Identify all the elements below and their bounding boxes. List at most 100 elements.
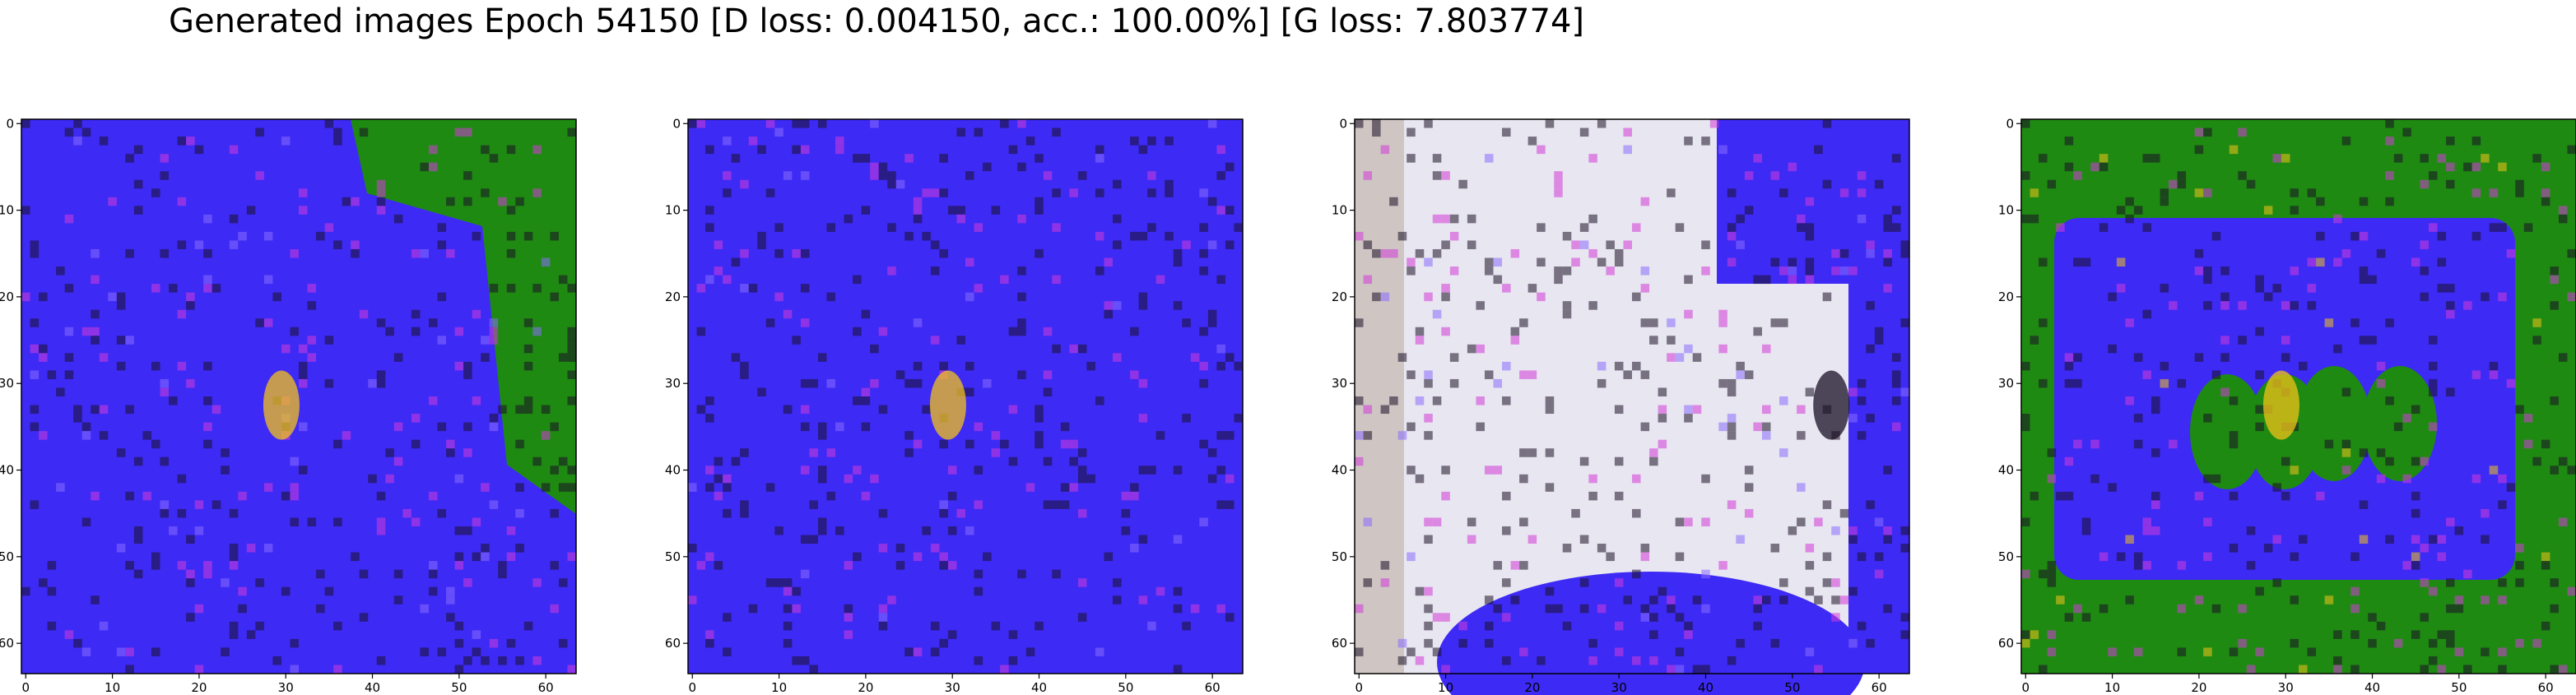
noise-pixel [1640,318,1650,327]
noise-pixel [1355,431,1364,440]
generated-image-4-pixels [2021,119,2576,674]
noise-pixel [99,621,109,631]
noise-pixel [307,353,317,362]
noise-pixel [1709,119,1719,128]
noise-pixel [748,284,758,293]
noise-pixel [861,154,871,163]
noise-pixel [1476,301,1485,310]
noise-pixel [705,206,714,215]
noise-pixel [922,188,931,197]
noise-pixel [567,396,576,405]
noise-pixel [731,456,741,466]
highlight-spot [929,370,966,440]
noise-pixel [550,561,559,570]
noise-pixel [826,223,836,232]
noise-pixel [2333,630,2342,639]
noise-pixel [2142,223,2151,232]
noise-pixel [558,578,568,587]
noise-pixel [1432,613,1442,622]
noise-pixel [757,240,766,249]
noise-pixel [1545,604,1555,614]
noise-pixel [515,405,524,415]
noise-pixel [489,422,499,432]
noise-pixel [2446,179,2455,189]
noise-pixel [2021,517,2030,526]
noise-pixel [731,257,741,267]
noise-pixel [91,248,100,258]
noise-pixel [489,284,499,293]
x-tick-label: 20 [2191,680,2206,695]
noise-pixel [800,422,810,432]
noise-pixel [2125,197,2134,206]
noise-pixel [2263,206,2273,215]
noise-pixel [1822,578,1832,587]
noise-pixel [1476,344,1485,354]
noise-pixel [1562,621,1572,631]
noise-pixel [333,517,342,526]
noise-pixel [2272,483,2281,492]
noise-pixel [1035,206,1044,215]
noise-pixel [1493,378,1503,388]
noise-pixel [506,231,516,241]
noise-pixel [2194,266,2204,276]
noise-pixel [853,552,862,562]
noise-pixel [64,353,74,362]
noise-pixel [1077,578,1087,587]
noise-pixel [1502,491,1511,501]
noise-pixel [1874,327,1884,336]
noise-pixel [1684,630,1693,639]
noise-pixel [1138,231,1148,241]
noise-pixel [481,145,490,155]
noise-pixel [1831,595,1840,605]
noise-pixel [2385,171,2394,180]
noise-pixel [904,647,914,656]
noise-pixel [956,214,965,224]
noise-pixel [1173,248,1183,258]
noise-pixel [1138,301,1148,310]
noise-pixel [1138,145,1148,155]
noise-pixel [1441,214,1450,224]
noise-pixel [1035,439,1044,449]
noise-pixel [1805,561,1815,570]
noise-pixel [194,240,204,249]
noise-pixel [1805,197,1815,206]
noise-pixel [1839,248,1849,258]
noise-pixel [263,318,273,327]
noise-pixel [1527,535,1537,544]
noise-pixel [740,284,749,293]
noise-pixel [2368,613,2377,622]
noise-pixel [2142,526,2151,535]
noise-pixel [2142,309,2151,319]
noise-pixel [1736,361,1745,371]
noise-pixel [272,656,281,665]
noise-pixel [2489,361,2499,371]
noise-pixel [290,248,299,258]
noise-pixel [1736,240,1745,249]
noise-pixel [2211,474,2221,484]
noise-pixel [991,206,1001,215]
noise-pixel [2523,439,2533,449]
noise-pixel [1848,526,1858,535]
noise-pixel [1857,171,1867,180]
noise-pixel [133,456,143,466]
noise-pixel [2498,292,2507,302]
noise-pixel [1779,396,1788,405]
noise-pixel [1389,396,1398,405]
noise-pixel [2446,301,2455,310]
noise-pixel [731,154,741,163]
noise-pixel [2281,456,2290,466]
noise-pixel [2290,206,2299,215]
noise-pixel [853,466,862,475]
noise-pixel [2532,318,2541,327]
noise-pixel [463,370,472,379]
noise-pixel [1441,171,1450,180]
noise-pixel [2125,396,2134,405]
noise-pixel [1155,431,1165,440]
noise-pixel [1649,595,1658,605]
noise-pixel [904,154,914,163]
noise-pixel [1649,613,1658,622]
noise-pixel [800,284,810,293]
noise-pixel [1744,206,1754,215]
noise-pixel [2047,569,2057,579]
noise-pixel [2064,456,2074,466]
